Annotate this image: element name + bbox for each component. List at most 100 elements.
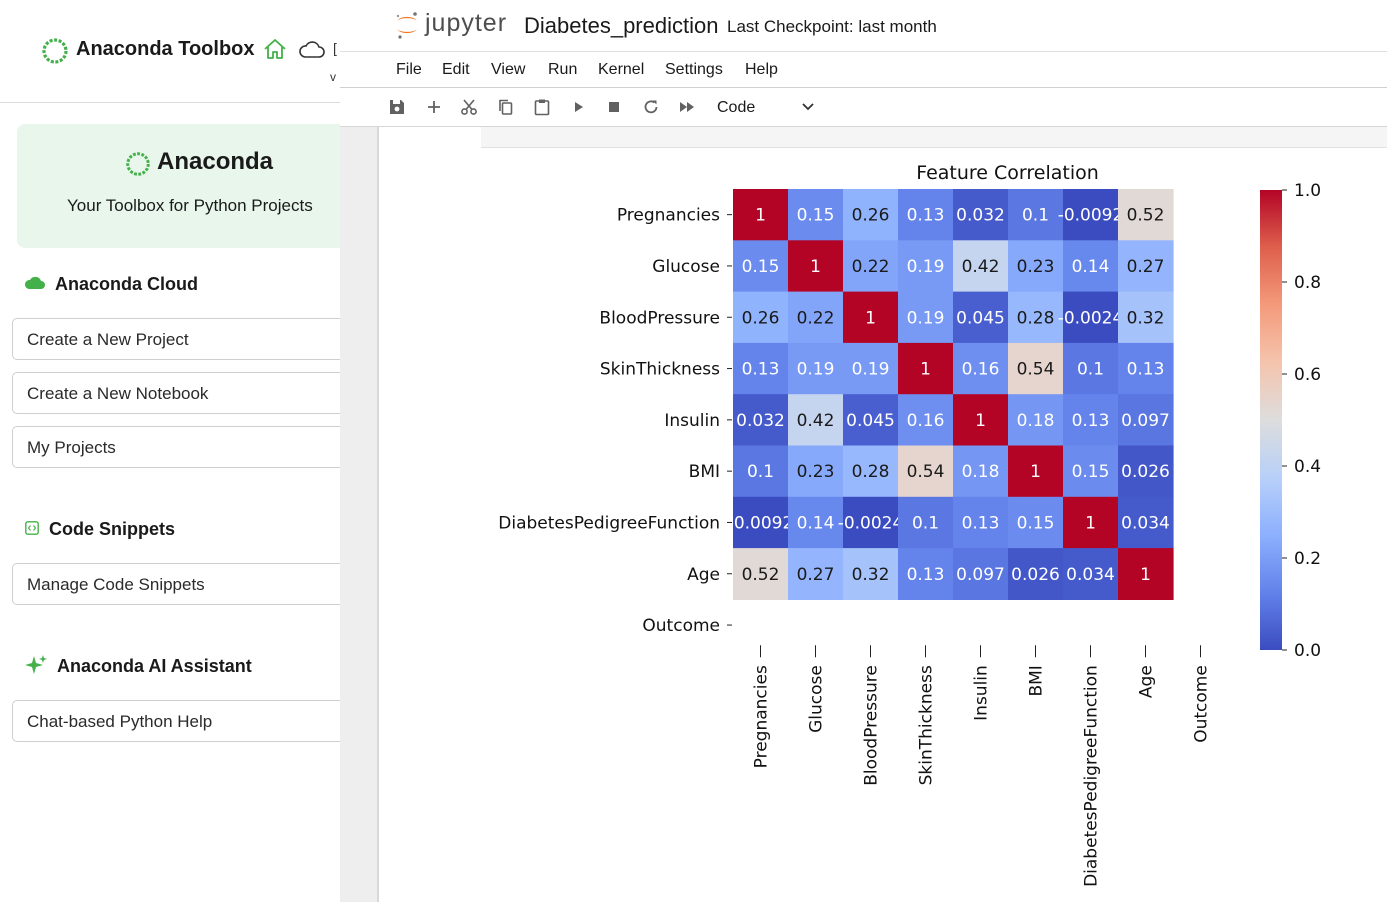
add-icon[interactable] bbox=[425, 98, 443, 116]
button-label: Create a New Project bbox=[27, 330, 189, 349]
heatmap-cell bbox=[733, 342, 789, 395]
row-tick-label: SkinThickness bbox=[600, 360, 720, 380]
chevron-down-icon[interactable] bbox=[801, 102, 815, 112]
notebook-name[interactable]: Diabetes_prediction bbox=[524, 13, 719, 38]
button-label: My Projects bbox=[27, 438, 116, 457]
heatmap-cell bbox=[1008, 394, 1064, 447]
heatmap-cell bbox=[843, 496, 899, 549]
anaconda-ring-icon bbox=[126, 152, 150, 176]
save-icon[interactable] bbox=[388, 98, 406, 116]
truncated-label: v bbox=[330, 70, 336, 84]
home-icon[interactable] bbox=[263, 38, 287, 60]
heatmap-cell bbox=[1063, 496, 1119, 549]
col-tick-label: Outcome bbox=[1192, 665, 1212, 743]
jupyter-logo-icon[interactable] bbox=[394, 10, 420, 40]
colorbar-tick-label: 0.0 bbox=[1294, 641, 1321, 661]
heatmap-cell bbox=[1118, 189, 1174, 241]
fast-forward-icon[interactable] bbox=[678, 98, 696, 116]
heatmap-cell bbox=[1008, 342, 1064, 395]
cell-value-label: 0.54 bbox=[907, 462, 945, 482]
cut-icon[interactable] bbox=[460, 98, 478, 116]
menu-help[interactable]: Help bbox=[745, 61, 778, 78]
col-tick-label: Insulin bbox=[972, 665, 992, 721]
code-snippet-icon bbox=[25, 521, 39, 535]
cell-value-label: 0.23 bbox=[1017, 257, 1055, 277]
cell-value-label: 0.28 bbox=[852, 462, 890, 482]
row-tick-label: DiabetesPedigreeFunction bbox=[498, 513, 720, 533]
anaconda-welcome-card: Anaconda Your Toolbox for Python Project… bbox=[17, 124, 340, 248]
heatmap-cell bbox=[1008, 291, 1064, 344]
chat-python-help-button[interactable]: Chat-based Python Help bbox=[12, 700, 340, 742]
cell-value-label: 0.13 bbox=[1072, 411, 1110, 431]
row-tick-label: Age bbox=[687, 565, 720, 585]
cell-value-label: 0.26 bbox=[852, 206, 890, 226]
heatmap-cell bbox=[1118, 342, 1174, 395]
cell-value-label: 0.1 bbox=[1077, 360, 1104, 380]
cell-value-label: 0.18 bbox=[962, 462, 1000, 482]
col-tick-label: DiabetesPedigreeFunction bbox=[1082, 665, 1102, 887]
heatmap-cell bbox=[1118, 240, 1174, 293]
copy-icon[interactable] bbox=[497, 98, 515, 116]
heatmap-cell bbox=[843, 240, 899, 293]
heatmap-cell bbox=[1063, 240, 1119, 293]
heatmap-cell bbox=[898, 291, 954, 344]
menu-view[interactable]: View bbox=[491, 61, 526, 78]
cell-value-label: 0.13 bbox=[907, 565, 945, 585]
heatmap-cell bbox=[1008, 189, 1064, 241]
heatmap-cell bbox=[788, 394, 844, 447]
jupyter-topbar: jupyter Diabetes_prediction Last Checkpo… bbox=[340, 0, 1387, 52]
cell-value-label: 1 bbox=[1140, 565, 1151, 585]
cell-value-label: 0.16 bbox=[962, 360, 1000, 380]
cloud-icon[interactable] bbox=[298, 40, 326, 60]
menu-kernel[interactable]: Kernel bbox=[598, 61, 645, 78]
chart-title: Feature Correlation bbox=[916, 162, 1099, 184]
heatmap-cell bbox=[1118, 496, 1174, 549]
my-projects-button[interactable]: My Projects bbox=[12, 426, 340, 468]
col-tick-label: Pregnancies bbox=[752, 665, 772, 768]
heatmap-cell bbox=[953, 548, 1009, 600]
menu-settings[interactable]: Settings bbox=[665, 61, 723, 78]
cell-value-label: 0.27 bbox=[797, 565, 835, 585]
restart-icon[interactable] bbox=[642, 98, 660, 116]
menu-edit[interactable]: Edit bbox=[442, 61, 470, 78]
heatmap-cell bbox=[953, 240, 1009, 293]
heatmap-cell bbox=[788, 342, 844, 395]
heatmap-cell bbox=[733, 445, 789, 498]
menu-run[interactable]: Run bbox=[548, 61, 578, 78]
cell-value-label: 0.13 bbox=[907, 206, 945, 226]
col-tick-label: Age bbox=[1137, 665, 1157, 698]
heatmap-cell bbox=[843, 342, 899, 395]
heatmap-cell bbox=[898, 548, 954, 600]
heatmap-cell bbox=[843, 291, 899, 344]
create-project-button[interactable]: Create a New Project bbox=[12, 318, 340, 360]
sidebar-header: Anaconda Toolbox [ v bbox=[0, 0, 340, 103]
cell-value-label: 1 bbox=[865, 308, 876, 328]
notebook-toolbar: Code bbox=[340, 88, 1387, 127]
paste-icon[interactable] bbox=[533, 98, 551, 116]
menu-file[interactable]: File bbox=[396, 61, 422, 78]
run-icon[interactable] bbox=[570, 98, 588, 116]
heatmap-cell bbox=[1008, 496, 1064, 549]
heatmap-cell bbox=[898, 342, 954, 395]
heatmap-cell bbox=[1063, 291, 1119, 344]
stop-icon[interactable] bbox=[605, 98, 623, 116]
heatmap-cell bbox=[733, 548, 789, 600]
cell-value-label: 0.16 bbox=[907, 411, 945, 431]
cell-value-label: 0.22 bbox=[797, 308, 835, 328]
cell-value-label: 0.54 bbox=[1017, 360, 1055, 380]
section-title-snippets: Code Snippets bbox=[49, 519, 176, 539]
cell-type-select[interactable]: Code bbox=[717, 99, 756, 116]
cell-value-label: 0.42 bbox=[797, 411, 835, 431]
heatmap-cell bbox=[953, 291, 1009, 344]
heatmap-cell bbox=[1063, 189, 1119, 241]
create-notebook-button[interactable]: Create a New Notebook bbox=[12, 372, 340, 414]
cell-value-label: 0.19 bbox=[907, 308, 945, 328]
cell-value-label: 0.15 bbox=[797, 206, 835, 226]
cell-value-label: 1 bbox=[920, 360, 931, 380]
cloud-filled-icon bbox=[24, 276, 45, 289]
cell-value-label: 0.19 bbox=[797, 360, 835, 380]
anaconda-toolbox-sidebar: Anaconda Toolbox [ v Anaconda Your Toolb… bbox=[0, 0, 340, 902]
cell-value-label: 0.097 bbox=[1121, 411, 1170, 431]
manage-snippets-button[interactable]: Manage Code Snippets bbox=[12, 563, 340, 605]
cell-value-label: 0.14 bbox=[1072, 257, 1110, 277]
